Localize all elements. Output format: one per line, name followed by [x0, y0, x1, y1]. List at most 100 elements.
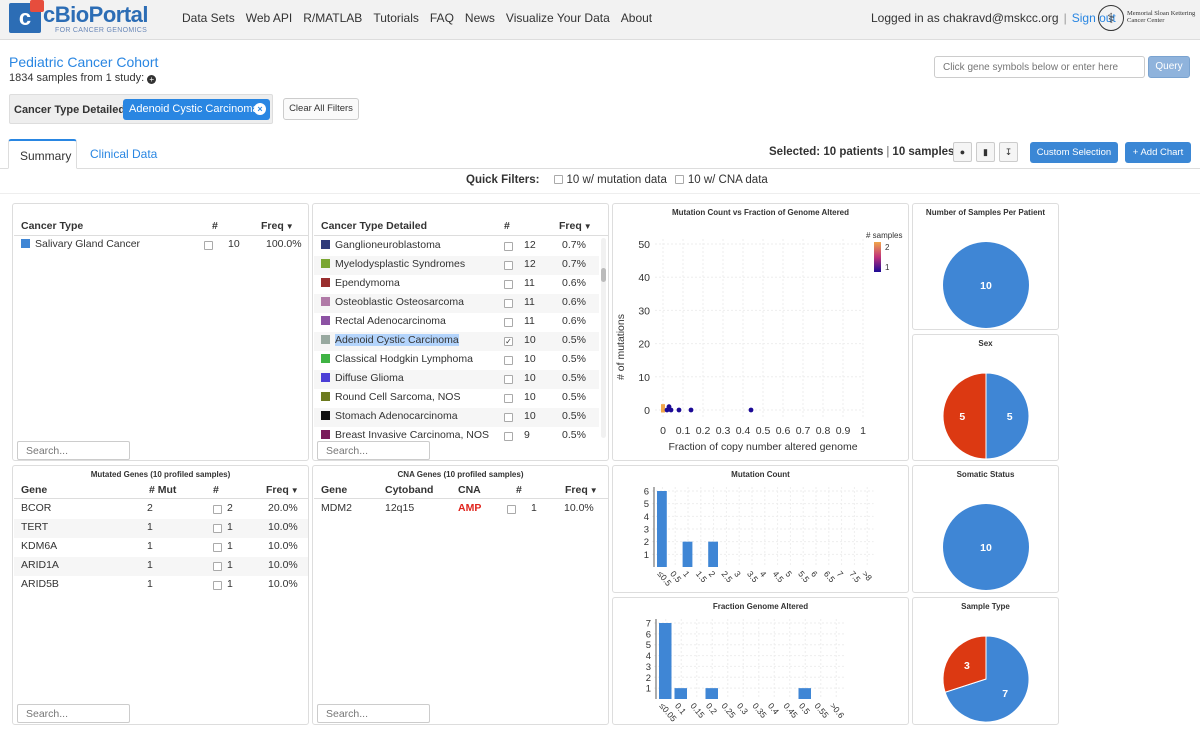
pie-slice[interactable]: [943, 242, 1029, 328]
mskcc-logo[interactable]: ⚕ Memorial Sloan Kettering Cancer Center: [1098, 5, 1196, 33]
x-tick-label: 2.5: [719, 569, 734, 585]
col-header-mut[interactable]: # Mut: [149, 484, 177, 496]
nav-link-web-api[interactable]: Web API: [245, 11, 293, 25]
add-chart-button[interactable]: + Add Chart: [1125, 142, 1191, 163]
sex-pie[interactable]: 55: [913, 335, 1059, 461]
mutated-gene-freq: 10.0%: [268, 521, 298, 533]
clear-all-filters-button[interactable]: Clear All Filters: [283, 98, 359, 120]
scatter-plot[interactable]: 0 0.1 0.2 0.3 0.4 0.5 0.6 0.7 0.8 0.9 101020304050…: [613, 204, 909, 461]
col-header-freq[interactable]: Freq ▼: [266, 484, 299, 496]
row-checkbox[interactable]: [504, 432, 513, 441]
cancer-type-detailed-label: Osteoblastic Osteosarcoma: [335, 296, 464, 308]
nav-link-about[interactable]: About: [620, 11, 653, 25]
scatter-point[interactable]: [661, 407, 665, 413]
scrollbar-thumb[interactable]: [601, 268, 606, 282]
col-header-freq[interactable]: Freq ▼: [565, 484, 598, 496]
cbioportal-logo[interactable]: c cBioPortal FOR CANCER GENOMICS: [9, 0, 149, 35]
col-header-freq[interactable]: Freq ▼: [261, 220, 294, 232]
col-header-cna[interactable]: CNA: [458, 484, 481, 496]
tab-summary[interactable]: Summary: [8, 139, 77, 169]
bar[interactable]: [657, 491, 667, 567]
row-checkbox[interactable]: [504, 413, 513, 422]
scatter-point[interactable]: [661, 404, 665, 410]
nav-link-r-matlab[interactable]: R/MATLAB: [303, 11, 363, 25]
study-title[interactable]: Pediatric Cancer Cohort: [9, 54, 159, 70]
row-checkbox[interactable]: [507, 505, 516, 514]
row-checkbox[interactable]: ✓: [504, 337, 513, 346]
x-tick-label: 0.5: [797, 701, 812, 717]
col-header-gene[interactable]: Gene: [21, 484, 48, 496]
nav-link-data-sets[interactable]: Data Sets: [182, 11, 235, 25]
logo-subtitle: FOR CANCER GENOMICS: [55, 27, 148, 34]
col-header-count[interactable]: #: [212, 220, 218, 232]
col-header-cancer-type[interactable]: Cancer Type: [21, 220, 84, 232]
scatter-point[interactable]: [688, 407, 694, 413]
row-checkbox[interactable]: [213, 581, 222, 590]
bar[interactable]: [682, 541, 693, 567]
user-icon[interactable]: ●: [953, 142, 972, 162]
cancer-type-search-input[interactable]: [17, 441, 130, 460]
row-checkbox[interactable]: [213, 543, 222, 552]
col-header-freq[interactable]: Freq ▼: [559, 220, 592, 232]
row-checkbox[interactable]: [504, 394, 513, 403]
bar[interactable]: [705, 688, 719, 699]
info-icon[interactable]: +: [147, 75, 157, 84]
scatter-point[interactable]: [748, 407, 754, 413]
nav-link-faq[interactable]: FAQ: [429, 11, 454, 25]
row-checkbox[interactable]: [504, 375, 513, 384]
bar[interactable]: [674, 688, 688, 699]
pie-slice[interactable]: [985, 372, 1030, 460]
download-icon[interactable]: ↧: [999, 142, 1018, 162]
col-header-count[interactable]: #: [516, 484, 522, 496]
sample-type-pie[interactable]: 73: [913, 598, 1059, 725]
pie-slice[interactable]: [942, 372, 987, 460]
mutated-genes-search-input[interactable]: [17, 704, 130, 723]
header-divider: [14, 235, 308, 236]
row-checkbox[interactable]: [213, 505, 222, 514]
col-header-cancer-type-detailed[interactable]: Cancer Type Detailed: [321, 220, 428, 232]
pie-slice[interactable]: [942, 635, 987, 693]
col-header-cytoband[interactable]: Cytoband: [385, 484, 434, 496]
row-checkbox[interactable]: [204, 241, 213, 250]
gene-query-input[interactable]: [934, 56, 1145, 78]
nav-link-tutorials[interactable]: Tutorials: [373, 11, 419, 25]
cancer-type-detailed-search-input[interactable]: [317, 441, 430, 460]
scatter-point[interactable]: [676, 407, 682, 413]
cna-data-checkbox[interactable]: [674, 175, 684, 184]
bar[interactable]: [659, 623, 672, 699]
col-header-count[interactable]: #: [213, 484, 219, 496]
row-checkbox[interactable]: [504, 318, 513, 327]
query-button[interactable]: Query: [1148, 56, 1190, 78]
x-tick-label: 0.4: [736, 425, 751, 437]
row-checkbox[interactable]: [504, 242, 513, 251]
scatter-point[interactable]: [668, 407, 674, 413]
filter-pill[interactable]: Adenoid Cystic Carcinoma ×: [123, 99, 270, 120]
tab-clinical-data[interactable]: Clinical Data: [90, 147, 158, 161]
scrollbar-track[interactable]: [601, 238, 606, 438]
samples-per-patient-pie[interactable]: 10: [913, 204, 1059, 330]
cna-genes-search-input[interactable]: [317, 704, 430, 723]
row-checkbox[interactable]: [213, 524, 222, 533]
bar[interactable]: [798, 688, 812, 699]
row-checkbox[interactable]: [504, 356, 513, 365]
bar[interactable]: [708, 541, 718, 567]
color-swatch: [321, 297, 330, 306]
nav-link-visualize[interactable]: Visualize Your Data: [505, 11, 610, 25]
pie-slice[interactable]: [944, 635, 1030, 723]
custom-selection-button[interactable]: Custom Selection: [1030, 142, 1118, 163]
mutation-data-checkbox[interactable]: [553, 175, 563, 184]
bookmark-icon[interactable]: ▮: [976, 142, 995, 162]
col-header-gene[interactable]: Gene: [321, 484, 348, 496]
row-checkbox[interactable]: [504, 280, 513, 289]
nav-link-news[interactable]: News: [464, 11, 495, 25]
pie-slice[interactable]: [943, 504, 1029, 590]
row-checkbox[interactable]: [504, 299, 513, 308]
row-checkbox[interactable]: [504, 261, 513, 270]
remove-filter-icon[interactable]: ×: [254, 103, 266, 115]
cancer-type-detailed-freq: 0.5%: [562, 334, 586, 346]
row-checkbox[interactable]: [213, 562, 222, 571]
col-header-count[interactable]: #: [504, 220, 510, 232]
somatic-status-pie[interactable]: 10: [913, 466, 1059, 593]
